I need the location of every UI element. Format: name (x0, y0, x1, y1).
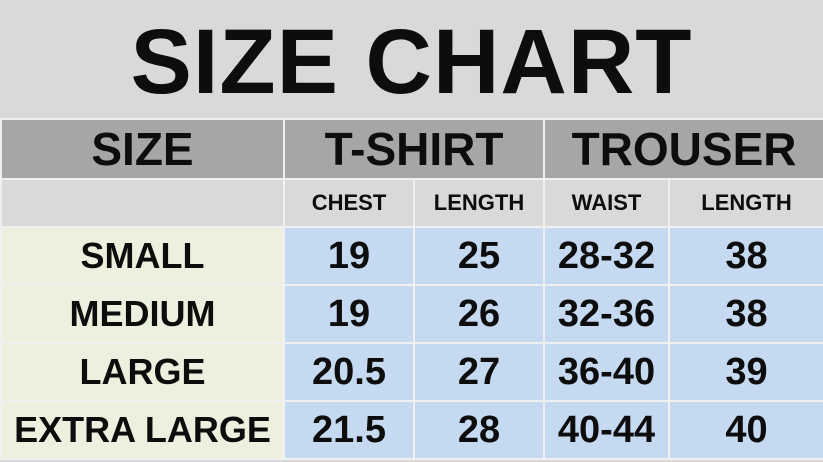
measurement-cell: 19 (283, 226, 415, 286)
size-label: MEDIUM (0, 284, 285, 344)
measurement-cell: 38 (668, 284, 823, 344)
group-header-row: SIZE T-SHIRT TROUSER (0, 118, 823, 180)
table-body: SIZE T-SHIRT TROUSER CHEST LENGTH WAIST … (0, 118, 823, 460)
measurement-cell: 36-40 (543, 342, 671, 402)
measurement-cell: 19 (283, 284, 415, 344)
measurement-cell: 32-36 (543, 284, 671, 344)
measurement-cell: 38 (668, 226, 823, 286)
empty-cell (0, 178, 285, 228)
measurement-cell: 21.5 (283, 400, 415, 460)
measurement-cell: 40-44 (543, 400, 671, 460)
size-row: MEDIUM 19 26 32-36 38 (0, 284, 823, 344)
group-header: T-SHIRT (282, 118, 546, 180)
measurement-cell: 40 (668, 400, 823, 460)
measurement-cell: 25 (412, 226, 546, 286)
sub-header: CHEST (283, 178, 415, 228)
measurement-cell: 20.5 (283, 342, 415, 402)
size-row: LARGE 20.5 27 36-40 39 (0, 342, 823, 402)
measurement-cell: 28-32 (543, 226, 671, 286)
measurement-cell: 39 (668, 342, 823, 402)
size-row: EXTRA LARGE 21.5 28 40-44 40 (0, 400, 823, 460)
sub-header: LENGTH (668, 178, 823, 228)
size-label: EXTRA LARGE (0, 400, 285, 460)
size-table: SIZE T-SHIRT TROUSER CHEST LENGTH WAIST … (0, 118, 823, 460)
measurement-cell: 27 (412, 342, 546, 402)
size-label: LARGE (0, 342, 285, 402)
measurement-cell: 26 (412, 284, 546, 344)
group-header: SIZE (0, 118, 285, 180)
size-label: SMALL (0, 226, 285, 286)
sub-header: LENGTH (412, 178, 546, 228)
sub-header-row: CHEST LENGTH WAIST LENGTH (0, 178, 823, 228)
sub-header: WAIST (543, 178, 671, 228)
measurement-cell: 28 (412, 400, 546, 460)
group-header: TROUSER (543, 118, 823, 180)
size-row: SMALL 19 25 28-32 38 (0, 226, 823, 286)
title: SIZE CHART (0, 0, 823, 118)
